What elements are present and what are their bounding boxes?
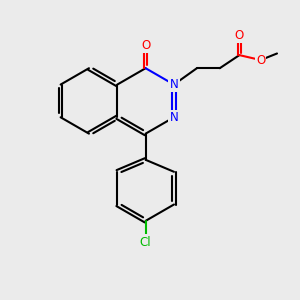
Text: O: O xyxy=(235,29,244,42)
Text: N: N xyxy=(169,78,178,91)
Text: O: O xyxy=(141,39,150,52)
Text: Cl: Cl xyxy=(140,236,152,249)
Text: N: N xyxy=(169,111,178,124)
Text: O: O xyxy=(256,53,265,67)
